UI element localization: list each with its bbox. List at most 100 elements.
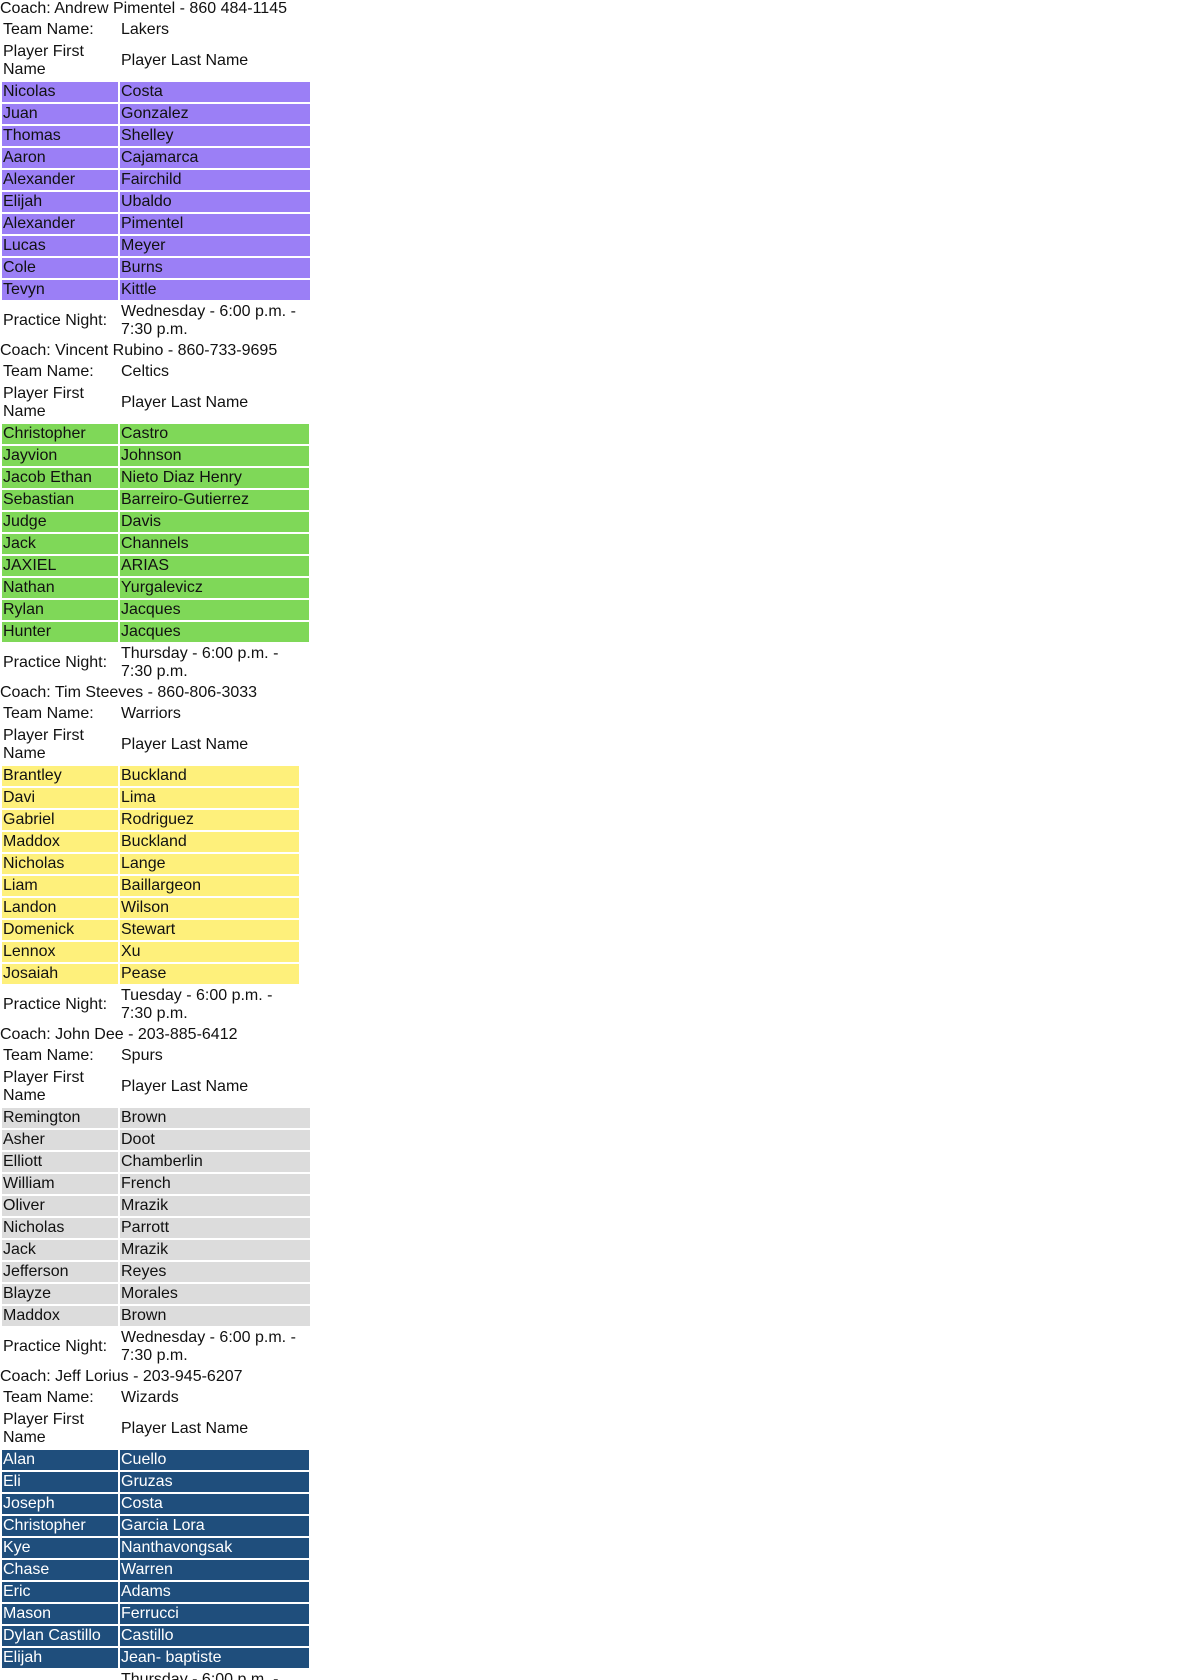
player-row: Elijah Ubaldo	[2, 192, 310, 212]
column-header: Player Last Name	[121, 1078, 249, 1095]
practice-row: Practice Night: Wednesday - 6:00 p.m. - 7…	[2, 1328, 310, 1366]
player-row: Christopher Garcia Lora	[2, 1516, 309, 1536]
first-name: Elliott	[3, 1153, 43, 1170]
last-name: Xu	[121, 943, 141, 960]
last-name: Baillargeon	[121, 877, 202, 894]
practice-row: Practice Night: Tuesday - 6:00 p.m. - 7:3…	[2, 986, 299, 1024]
player-row: Judge Davis	[2, 512, 309, 532]
player-row: Asher Doot	[2, 1130, 310, 1150]
first-name: Nicholas	[3, 1219, 65, 1236]
last-name: Mrazik	[121, 1197, 169, 1214]
last-name: Burns	[121, 259, 163, 276]
practice-label: Practice Night:	[2, 1670, 118, 1680]
player-row: Alexander Pimentel	[2, 214, 310, 234]
last-name: Cuello	[121, 1451, 167, 1468]
player-row: Juan Gonzalez	[2, 104, 310, 124]
team-name: Spurs	[121, 1047, 163, 1064]
column-header: Player First Name	[3, 43, 84, 78]
last-name: Davis	[121, 513, 162, 530]
page: (() => { const data = JSON.parse(documen…	[0, 0, 312, 1680]
column-header: Player First Name	[3, 1069, 84, 1104]
last-name: Warren	[121, 1561, 173, 1578]
column-header: Player Last Name	[121, 52, 249, 69]
player-row: Mason Ferrucci	[2, 1604, 309, 1624]
player-row: Aaron Cajamarca	[2, 148, 310, 168]
player-row: Jefferson Reyes	[2, 1262, 310, 1282]
first-name: Remington	[3, 1109, 81, 1126]
player-row: Eric Adams	[2, 1582, 309, 1602]
player-row: Sebastian Barreiro-Gutierrez	[2, 490, 309, 510]
first-name: Dylan Castillo	[3, 1627, 101, 1644]
player-row: Dylan Castillo Castillo	[2, 1626, 309, 1646]
last-name: Yurgalevicz	[121, 579, 203, 596]
practice-row: Practice Night:Thursday - 6:00 p.m. - 7:…	[2, 1670, 309, 1680]
first-name: Alexander	[3, 171, 76, 188]
first-name: Jack	[3, 1241, 36, 1258]
roster-table: Team Name: Warriors Player First Name Playe…	[0, 702, 301, 1026]
last-name: Jean- baptiste	[121, 1649, 222, 1666]
header-row: Player First Name Player Last Name	[2, 1410, 309, 1448]
player-row: Blayze Morales	[2, 1284, 310, 1304]
practice-row: Practice Night: Wednesday - 6:00 p.m. - 7…	[2, 302, 310, 340]
first-name: Alexander	[3, 215, 76, 232]
first-name: Rylan	[3, 601, 44, 618]
team-row: Team Name: Warriors	[2, 704, 299, 724]
player-row: Landon Wilson	[2, 898, 299, 918]
first-name: Nathan	[3, 579, 55, 596]
column-header: Player Last Name	[121, 736, 249, 753]
last-name: Brown	[121, 1307, 167, 1324]
last-name: Buckland	[121, 767, 187, 784]
team-row: Team Name: Lakers	[2, 20, 310, 40]
last-name: Nieto Diaz Henry	[121, 469, 242, 486]
player-row: Hunter Jacques	[2, 622, 309, 642]
last-name: French	[121, 1175, 171, 1192]
last-name: Kittle	[121, 281, 157, 298]
first-name: William	[3, 1175, 55, 1192]
header-row: Player First Name Player Last Name	[2, 726, 299, 764]
first-name: Christopher	[3, 1517, 86, 1534]
practice-row: Practice Night:Thursday - 6:00 p.m. - 7:…	[2, 644, 309, 682]
player-row: Rylan Jacques	[2, 600, 309, 620]
last-name: Rodriguez	[121, 811, 194, 828]
team-name: Warriors	[121, 705, 181, 722]
player-row: JAXIEL ARIAS	[2, 556, 309, 576]
first-name: Judge	[3, 513, 47, 530]
player-row: Eli Gruzas	[2, 1472, 309, 1492]
last-name: Costa	[121, 83, 163, 100]
team-label: Team Name:	[3, 1047, 94, 1064]
coach-title: Coach: Jeff Lorius - 203-945-6207	[0, 1368, 243, 1385]
roster-table: Team Name: Lakers Player First Name Player …	[0, 18, 312, 342]
last-name: Fairchild	[121, 171, 182, 188]
last-name: Reyes	[121, 1263, 167, 1280]
last-name: Pimentel	[121, 215, 184, 232]
practice-label: Practice Night:	[3, 996, 108, 1013]
first-name: Elijah	[3, 193, 43, 210]
last-name: Brown	[121, 1109, 167, 1126]
player-row: William French	[2, 1174, 310, 1194]
first-name: Joseph	[3, 1495, 55, 1512]
first-name: Brantley	[3, 767, 62, 784]
player-row: Lennox Xu	[2, 942, 299, 962]
last-name: Nanthavongsak	[121, 1539, 233, 1556]
team-name: Wizards	[121, 1389, 179, 1406]
last-name: Costa	[121, 1495, 163, 1512]
last-name: Garcia Lora	[121, 1517, 205, 1534]
player-row: Nicholas Parrott	[2, 1218, 310, 1238]
roster-table: Team Name: Wizards Player First Name Player…	[0, 1386, 311, 1680]
first-name: Christopher	[3, 425, 86, 442]
player-row: Jayvion Johnson	[2, 446, 309, 466]
team-label: Team Name:	[3, 705, 94, 722]
last-name: Morales	[121, 1285, 178, 1302]
team-row: Team Name: Spurs	[2, 1046, 310, 1066]
player-row: Thomas Shelley	[2, 126, 310, 146]
player-row: Davi Lima	[2, 788, 299, 808]
coach-title: Coach: Tim Steeves - 860-806-3033	[0, 684, 258, 701]
player-row: Alexander Fairchild	[2, 170, 310, 190]
last-name: Pease	[121, 965, 167, 982]
first-name: Chase	[3, 1561, 50, 1578]
last-name: ARIAS	[121, 557, 170, 574]
first-name: Maddox	[3, 833, 60, 850]
first-name: Cole	[3, 259, 36, 276]
first-name: Davi	[3, 789, 36, 806]
player-row: Chase Warren	[2, 1560, 309, 1580]
